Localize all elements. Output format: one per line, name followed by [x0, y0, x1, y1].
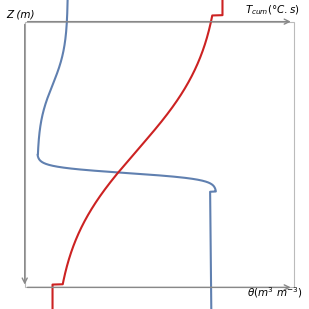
Bar [25, 22, 294, 287]
Text: $\theta(m^3\ m^{-3})$: $\theta(m^3\ m^{-3})$ [247, 285, 303, 300]
Text: $T_{cum}$($°C.s$): $T_{cum}$($°C.s$) [245, 3, 300, 17]
Text: Z (m): Z (m) [6, 9, 35, 19]
